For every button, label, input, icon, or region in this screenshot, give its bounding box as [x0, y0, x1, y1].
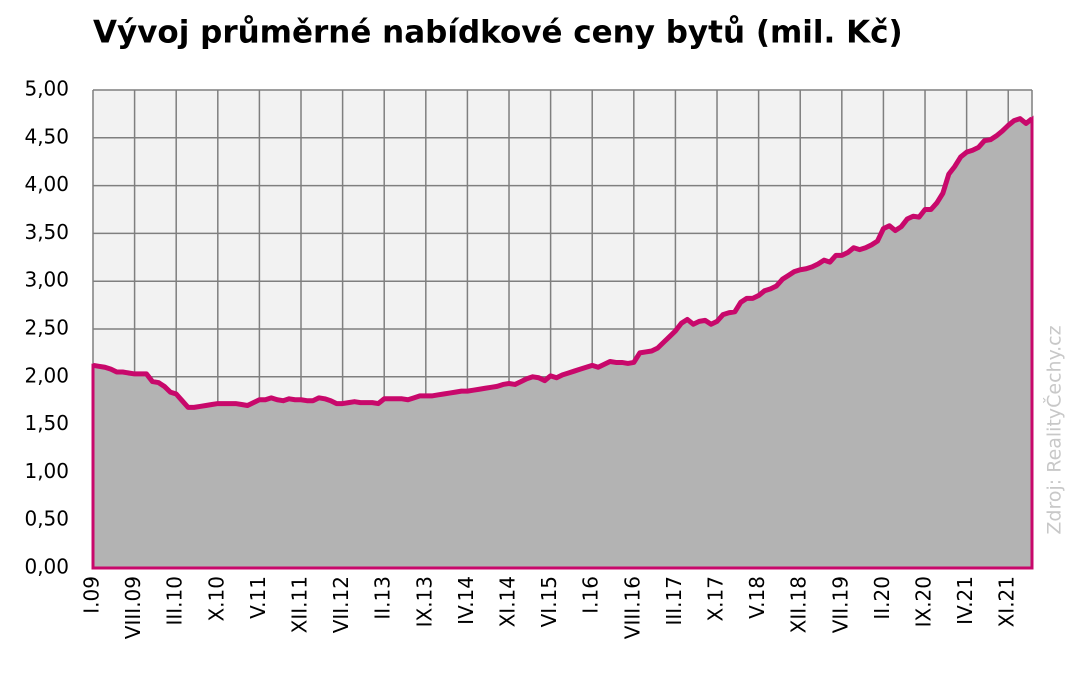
y-tick-label: 4,00	[24, 172, 69, 196]
x-tick-label: V.18	[745, 576, 769, 619]
y-tick-label: 1,50	[24, 411, 69, 435]
x-tick-label: X.17	[704, 576, 728, 622]
x-tick-label: III.17	[662, 576, 686, 626]
x-tick-label: VIII.16	[620, 576, 644, 639]
y-tick-label: 2,00	[24, 363, 69, 387]
y-tick-label: 5,00	[24, 77, 69, 101]
y-tick-label: 3,00	[24, 268, 69, 292]
y-tick-label: 1,00	[24, 459, 69, 483]
x-tick-label: XII.18	[787, 576, 811, 633]
y-tick-label: 4,50	[24, 124, 69, 148]
x-tick-label: II.13	[371, 576, 395, 620]
y-tick-label: 0,00	[24, 555, 69, 579]
x-tick-label: IV.14	[454, 576, 478, 625]
x-tick-label: VIII.09	[121, 576, 145, 639]
x-tick-label: VII.19	[828, 576, 852, 633]
y-tick-label: 3,50	[24, 220, 69, 244]
x-tick-label: I.09	[80, 576, 104, 614]
x-tick-label: IX.20	[912, 576, 936, 627]
x-tick-label: XI.14	[496, 576, 520, 627]
x-tick-label: IX.13	[412, 576, 436, 627]
x-tick-label: XII.11	[288, 576, 312, 633]
x-tick-label: XI.21	[995, 576, 1019, 627]
chart-title: Vývoj průměrné nabídkové ceny bytů (mil.…	[93, 15, 903, 51]
y-tick-label: 2,50	[24, 316, 69, 340]
x-tick-label: I.16	[579, 576, 603, 614]
x-tick-label: III.10	[163, 576, 187, 626]
x-tick-label: V.11	[246, 576, 270, 619]
x-tick-label: VI.15	[537, 576, 561, 627]
source-note: Zdroj: RealityČechy.cz	[1042, 325, 1066, 534]
x-tick-label: IV.21	[953, 576, 977, 625]
x-tick-label: X.10	[204, 576, 228, 622]
x-tick-label: II.20	[870, 576, 894, 620]
x-tick-label: VII.12	[329, 576, 353, 633]
line	[92, 116, 1034, 410]
y-tick-label: 0,50	[24, 507, 69, 531]
